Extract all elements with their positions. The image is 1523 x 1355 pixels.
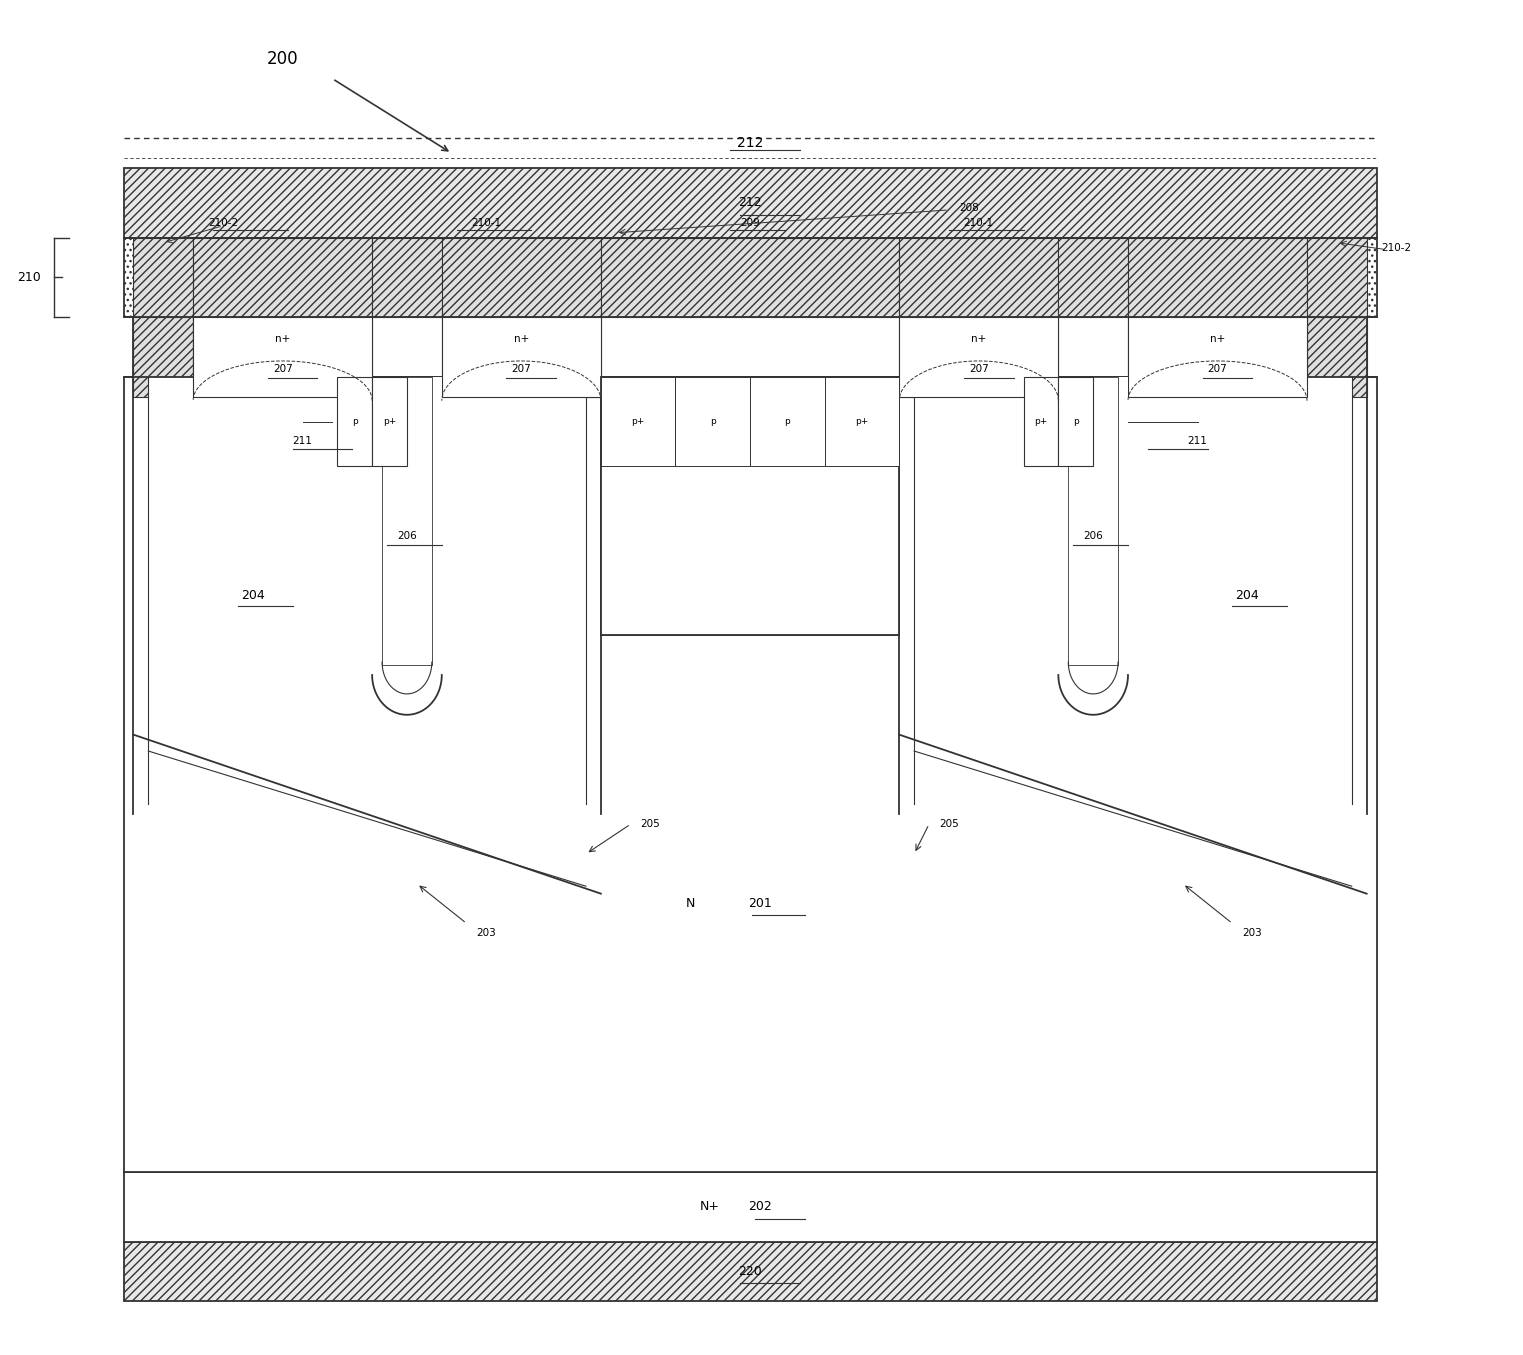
Bar xyxy=(382,377,433,665)
Bar xyxy=(1023,377,1058,466)
Text: 206: 206 xyxy=(1083,531,1103,541)
Text: n+: n+ xyxy=(276,335,291,344)
Text: 210: 210 xyxy=(17,271,41,285)
Text: N+: N+ xyxy=(701,1201,720,1213)
Bar xyxy=(442,317,602,397)
Bar xyxy=(372,377,442,675)
Text: p: p xyxy=(1072,417,1078,425)
Bar xyxy=(123,237,1377,317)
Bar xyxy=(123,168,1377,237)
Bar xyxy=(1307,317,1366,397)
Bar xyxy=(442,317,602,397)
Text: p+: p+ xyxy=(382,417,396,425)
Bar xyxy=(749,377,824,466)
Bar xyxy=(1058,377,1129,675)
Bar xyxy=(1307,237,1366,317)
Bar xyxy=(337,377,372,466)
Text: 210-2: 210-2 xyxy=(1381,243,1412,252)
Bar xyxy=(372,237,442,317)
Bar xyxy=(602,377,899,635)
Text: 204: 204 xyxy=(1235,589,1260,602)
Text: 211: 211 xyxy=(1188,436,1208,446)
Text: p+: p+ xyxy=(632,417,644,425)
Text: n+: n+ xyxy=(972,335,987,344)
Text: n+: n+ xyxy=(513,335,528,344)
Bar xyxy=(899,237,1058,317)
Bar xyxy=(123,1172,1377,1241)
Text: 212: 212 xyxy=(739,196,762,210)
Bar xyxy=(914,377,1352,913)
Text: 205: 205 xyxy=(641,818,661,829)
Text: 209: 209 xyxy=(740,218,760,228)
Text: p: p xyxy=(784,417,790,425)
Text: p+: p+ xyxy=(1034,417,1048,425)
Text: 203: 203 xyxy=(1243,928,1263,939)
Text: 210-1: 210-1 xyxy=(964,218,995,228)
Text: 220: 220 xyxy=(739,1264,762,1278)
Text: 205: 205 xyxy=(940,818,959,829)
Bar xyxy=(1129,237,1307,317)
Text: 207: 207 xyxy=(1208,364,1228,374)
Bar xyxy=(602,377,676,466)
Text: N: N xyxy=(685,897,694,911)
Text: 207: 207 xyxy=(512,364,532,374)
Bar xyxy=(1129,317,1307,397)
Text: 210-1: 210-1 xyxy=(472,218,501,228)
Text: 204: 204 xyxy=(241,589,265,602)
Text: 211: 211 xyxy=(292,436,312,446)
Bar xyxy=(676,377,749,466)
Bar xyxy=(1058,377,1094,466)
Text: n+: n+ xyxy=(1209,335,1224,344)
Bar xyxy=(899,317,1058,397)
Bar xyxy=(134,317,193,397)
Text: 208: 208 xyxy=(959,203,979,213)
Bar xyxy=(372,377,407,466)
Bar xyxy=(1058,237,1129,317)
Text: 200: 200 xyxy=(267,50,299,68)
Bar xyxy=(193,317,372,397)
Text: 203: 203 xyxy=(477,928,496,939)
Bar xyxy=(134,237,193,317)
Text: 207: 207 xyxy=(273,364,292,374)
Bar xyxy=(123,1241,1377,1301)
Text: 212: 212 xyxy=(737,137,763,150)
Bar xyxy=(148,377,586,913)
Bar xyxy=(193,317,372,397)
Text: p+: p+ xyxy=(856,417,868,425)
Text: 202: 202 xyxy=(748,1201,772,1213)
Bar xyxy=(1068,377,1118,665)
Text: 207: 207 xyxy=(969,364,988,374)
Bar xyxy=(1129,317,1307,397)
Bar xyxy=(442,237,602,317)
Bar xyxy=(193,237,372,317)
Text: 206: 206 xyxy=(398,531,417,541)
Text: p: p xyxy=(710,417,716,425)
Bar xyxy=(602,237,899,317)
Bar xyxy=(123,377,1377,1172)
Bar xyxy=(899,317,1058,397)
Text: 201: 201 xyxy=(748,897,772,911)
Bar xyxy=(824,377,899,466)
Text: p: p xyxy=(352,417,358,425)
Text: 210-2: 210-2 xyxy=(209,218,238,228)
